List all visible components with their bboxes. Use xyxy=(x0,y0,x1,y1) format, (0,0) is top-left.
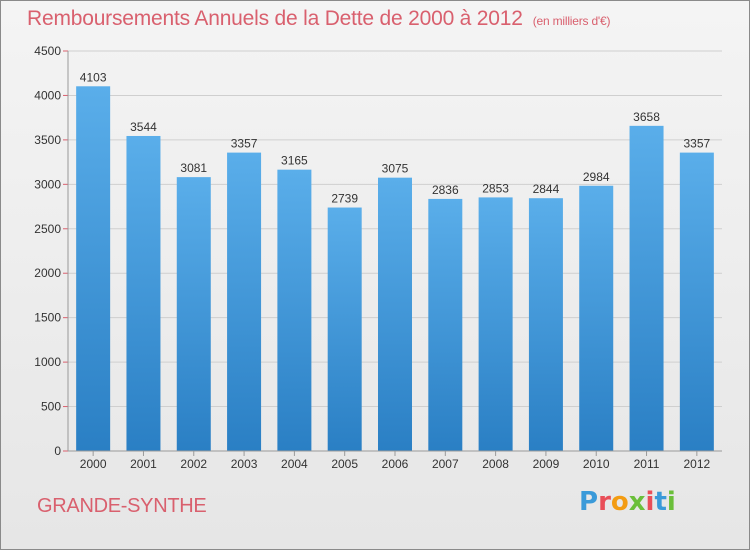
value-label: 3658 xyxy=(633,110,660,124)
value-label: 3357 xyxy=(683,137,710,151)
value-label: 3075 xyxy=(382,162,409,176)
y-tick-label: 4500 xyxy=(34,44,61,58)
x-tick-label: 2000 xyxy=(80,457,107,471)
logo-letter: P xyxy=(579,487,599,517)
bar xyxy=(126,135,161,451)
y-tick-label: 1000 xyxy=(34,355,61,369)
value-label: 3081 xyxy=(180,161,207,175)
y-axis: 0 500 1000 1500 2000 2500 3000 3500 4000 4500 xyxy=(34,44,69,458)
bar xyxy=(76,86,111,452)
value-label: 2836 xyxy=(432,183,459,197)
value-label: 2853 xyxy=(482,181,509,195)
value-labels: 4103 3544 3081 3357 3165 2739 3075 2836 2853 2844… xyxy=(80,70,711,205)
bar xyxy=(227,152,262,451)
value-label: 2984 xyxy=(583,170,610,184)
x-tick-label: 2003 xyxy=(231,457,258,471)
chart-title: Remboursements Annuels de la Dette de 20… xyxy=(27,7,610,31)
y-tick-label: 3500 xyxy=(34,133,61,147)
value-label: 3544 xyxy=(130,120,157,134)
value-label: 2844 xyxy=(533,182,560,196)
chart-unit: (en milliers d'€) xyxy=(532,14,611,28)
logo-letter: r xyxy=(598,487,611,517)
value-label: 4103 xyxy=(80,70,107,84)
x-tick-label: 2012 xyxy=(683,457,710,471)
x-axis: 2000 2001 2002 2003 2004 2005 2006 2007 2008 2009… xyxy=(68,450,722,471)
x-tick-label: 2011 xyxy=(634,457,660,471)
y-tick-label: 2500 xyxy=(34,222,61,236)
chart-title-text: Remboursements Annuels de la Dette de 20… xyxy=(27,7,523,30)
y-tick-label: 4000 xyxy=(34,88,61,102)
bar xyxy=(629,125,664,451)
logo-letter: o xyxy=(610,487,629,517)
x-tick-label: 2008 xyxy=(482,457,509,471)
x-tick-label: 2004 xyxy=(281,457,308,471)
x-tick-label: 2005 xyxy=(331,457,358,471)
bar xyxy=(478,197,513,451)
bar xyxy=(579,185,614,451)
value-label: 3165 xyxy=(281,154,308,168)
bar xyxy=(679,152,714,451)
x-tick-label: 2009 xyxy=(533,457,560,471)
logo-letter: i xyxy=(645,487,655,517)
y-tick-label: 1500 xyxy=(34,311,61,325)
y-tick-label: 3000 xyxy=(34,177,61,191)
logo-letter: x xyxy=(628,487,646,517)
city-name: GRANDE-SYNTHE xyxy=(37,495,207,517)
bar xyxy=(176,177,211,451)
bar xyxy=(327,207,362,451)
logo-letter: t xyxy=(654,487,667,517)
x-tick-label: 2006 xyxy=(382,457,409,471)
logo-letter: i xyxy=(666,487,676,517)
value-label: 3357 xyxy=(231,137,258,151)
x-tick-label: 2010 xyxy=(583,457,610,471)
x-tick-label: 2007 xyxy=(432,457,459,471)
y-tick-label: 2000 xyxy=(34,266,61,280)
x-tick-label: 2002 xyxy=(180,457,207,471)
bar xyxy=(528,198,563,451)
bar xyxy=(277,169,312,451)
value-label: 2739 xyxy=(331,192,358,206)
bar xyxy=(378,177,412,451)
proxiti-logo[interactable]: Proxiti xyxy=(579,487,676,517)
y-tick-label: 500 xyxy=(41,400,61,414)
bars-group xyxy=(76,86,714,452)
y-tick-label: 0 xyxy=(54,444,61,458)
bar xyxy=(428,198,463,451)
x-tick-label: 2001 xyxy=(130,457,157,471)
